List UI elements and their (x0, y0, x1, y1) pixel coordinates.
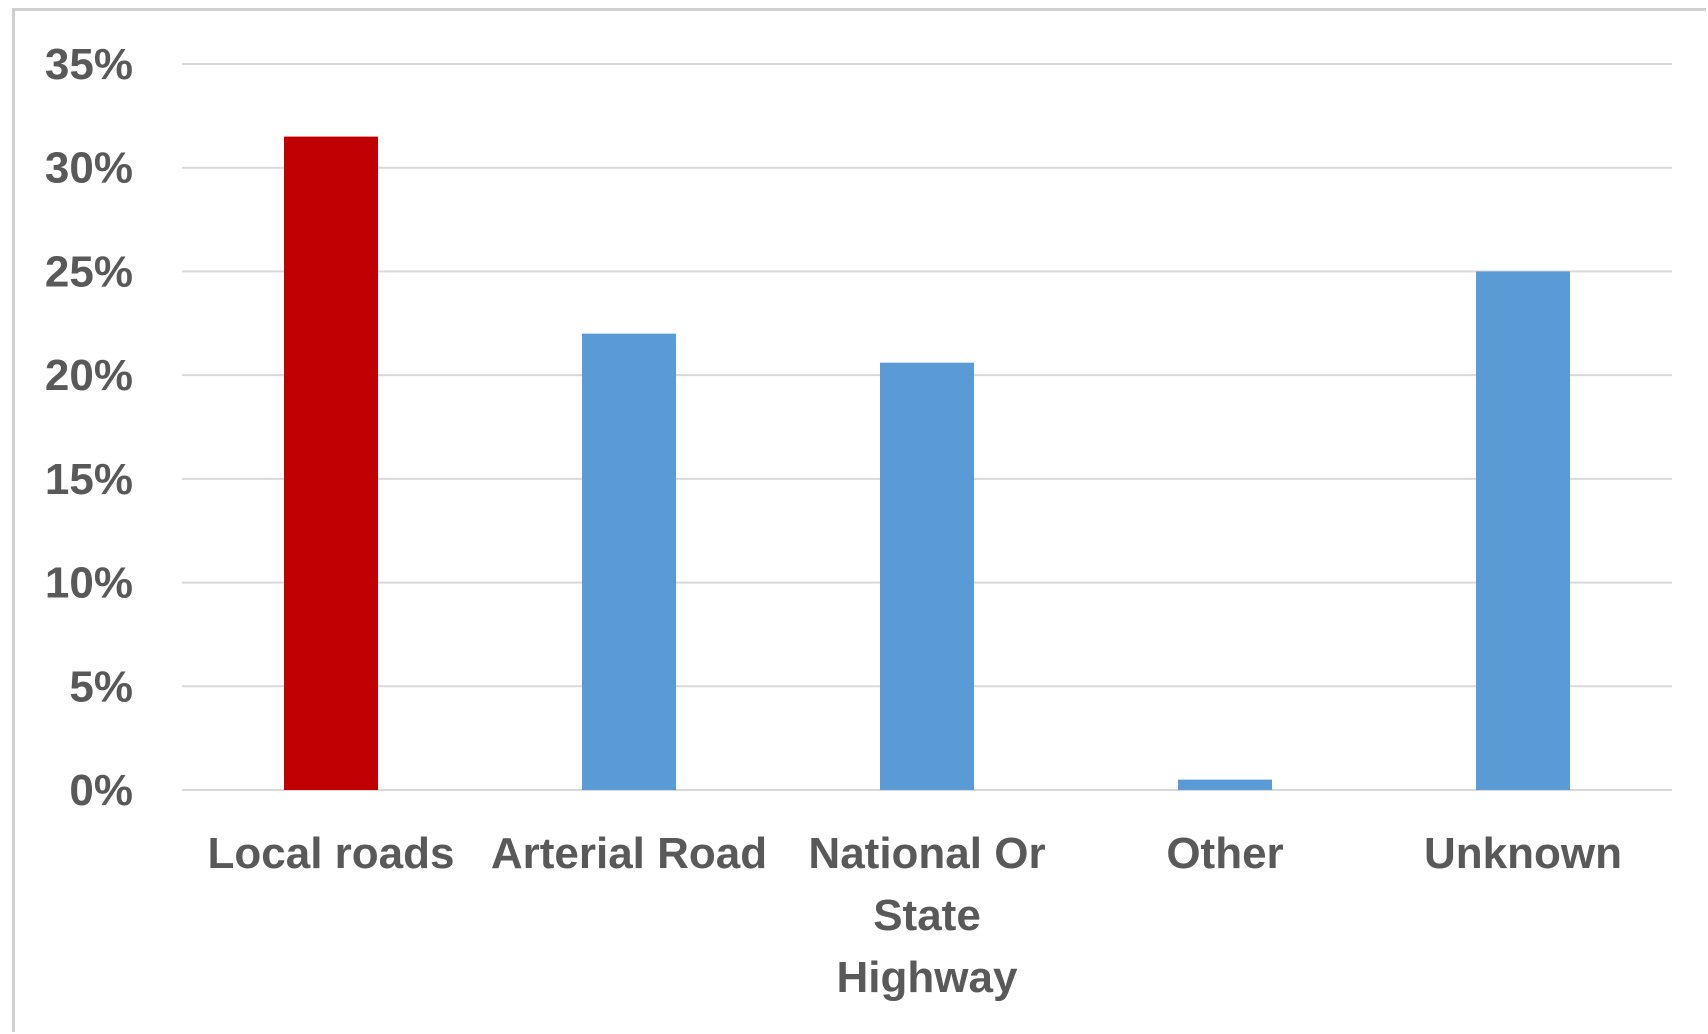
y-tick-label: 0% (69, 766, 133, 815)
bar (1476, 271, 1570, 790)
x-category-label-line: National Or (808, 829, 1045, 878)
x-category-label-line: Other (1166, 829, 1283, 878)
y-tick-label: 15% (45, 455, 133, 504)
y-tick-label: 30% (45, 144, 133, 193)
y-tick-label: 35% (45, 40, 133, 89)
x-category-label-line: Local roads (208, 829, 455, 878)
y-tick-label: 25% (45, 247, 133, 296)
x-axis-category-labels: Local roads Arterial Road National Or State… (208, 829, 1622, 1002)
y-tick-label: 5% (69, 662, 133, 711)
bar (582, 333, 676, 790)
chart-frame (12, 8, 1706, 1032)
y-tick-label: 20% (45, 351, 133, 400)
bars (284, 136, 1570, 791)
y-tick-label: 10% (45, 559, 133, 608)
y-axis-tick-labels: 0% 5% 10% 15% 20% 25% 30% 35% (45, 40, 133, 815)
x-category-label-line: Arterial Road (491, 829, 767, 878)
bar (1178, 779, 1272, 790)
x-category-label: National Or State Highway (808, 829, 1045, 1002)
bar (284, 136, 378, 791)
bar (880, 362, 974, 790)
x-category-label: Other (1166, 829, 1283, 878)
x-category-label: Unknown (1424, 829, 1622, 878)
x-category-label-line: State (873, 891, 981, 940)
x-category-label: Local roads (208, 829, 455, 878)
x-category-label-line: Unknown (1424, 829, 1622, 878)
x-category-label: Arterial Road (491, 829, 767, 878)
x-category-label-line: Highway (837, 953, 1018, 1002)
